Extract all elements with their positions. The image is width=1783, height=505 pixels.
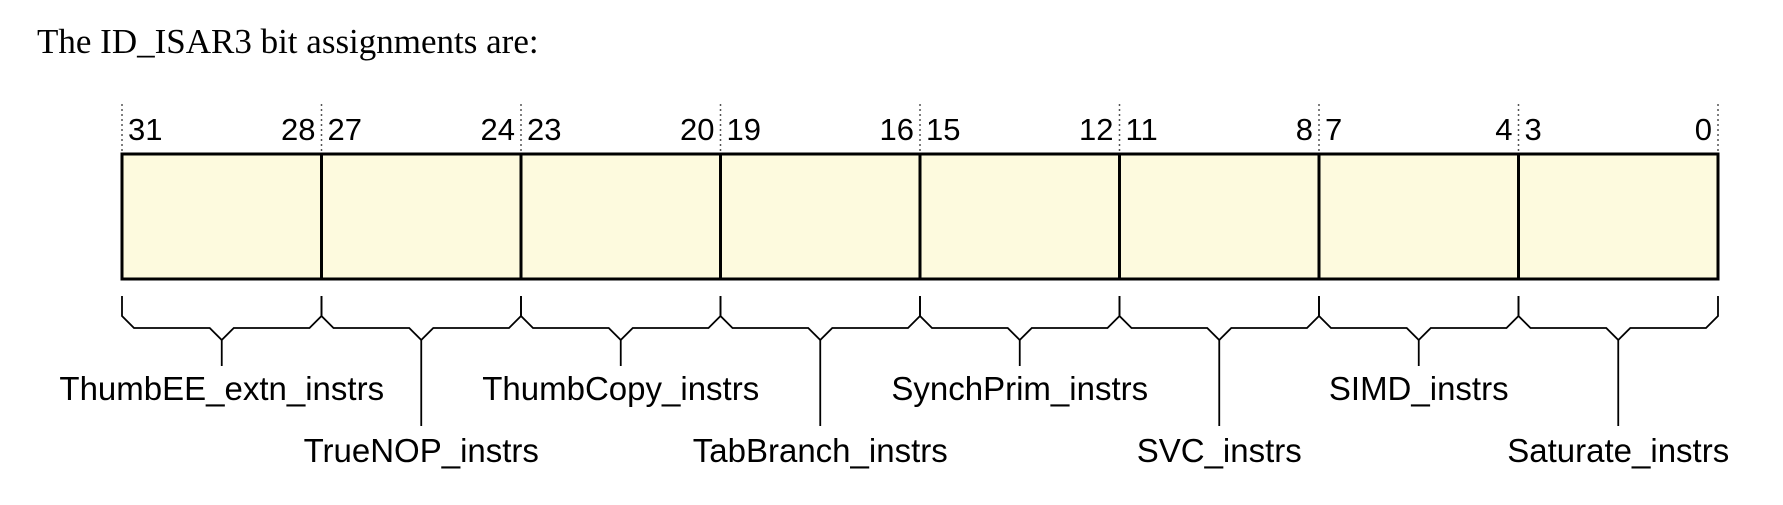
field-name-label: SIMD_instrs: [1329, 370, 1509, 407]
field-brace: [320, 296, 522, 342]
field-brace: [1118, 296, 1320, 342]
field-brace: [1318, 296, 1520, 342]
bit-number-high: 15: [926, 112, 960, 147]
field-brace: [1517, 296, 1719, 342]
field-brace: [121, 296, 323, 342]
field-cell: [918, 152, 1121, 281]
bit-number-low: 8: [1296, 112, 1313, 147]
intro-text: The ID_ISAR3 bit assignments are:: [37, 22, 539, 61]
field-cell: [1517, 152, 1720, 281]
field-name-label: ThumbCopy_instrs: [482, 370, 759, 407]
bit-number-low: 28: [281, 112, 315, 147]
bit-number-high: 27: [328, 112, 362, 147]
bit-number-low: 20: [680, 112, 714, 147]
bit-number-low: 16: [880, 112, 914, 147]
bit-number-high: 3: [1525, 112, 1542, 147]
bit-number-high: 7: [1325, 112, 1342, 147]
bit-number-high: 31: [128, 112, 162, 147]
field-cell: [120, 152, 323, 281]
field-brace: [919, 296, 1121, 342]
bit-number-low: 12: [1079, 112, 1113, 147]
bit-number-low: 4: [1495, 112, 1512, 147]
field-cell: [1317, 152, 1520, 281]
field-name-label: SVC_instrs: [1137, 432, 1302, 469]
field-brace: [520, 296, 722, 342]
bit-number-high: 23: [527, 112, 561, 147]
field-name-label: Saturate_instrs: [1507, 432, 1729, 469]
bit-number-low: 24: [481, 112, 515, 147]
field-name-label: SynchPrim_instrs: [891, 370, 1148, 407]
bit-number-low: 0: [1695, 112, 1712, 147]
field-cell: [719, 152, 922, 281]
field-name-label: ThumbEE_extn_instrs: [59, 370, 384, 407]
field-brace: [719, 296, 921, 342]
field-name-label: TrueNOP_instrs: [304, 432, 539, 469]
field-cell: [1118, 152, 1321, 281]
bit-number-high: 19: [727, 112, 761, 147]
field-name-label: TabBranch_instrs: [693, 432, 948, 469]
field-cell: [320, 152, 523, 281]
bit-number-high: 11: [1126, 112, 1158, 147]
field-cell: [519, 152, 722, 281]
